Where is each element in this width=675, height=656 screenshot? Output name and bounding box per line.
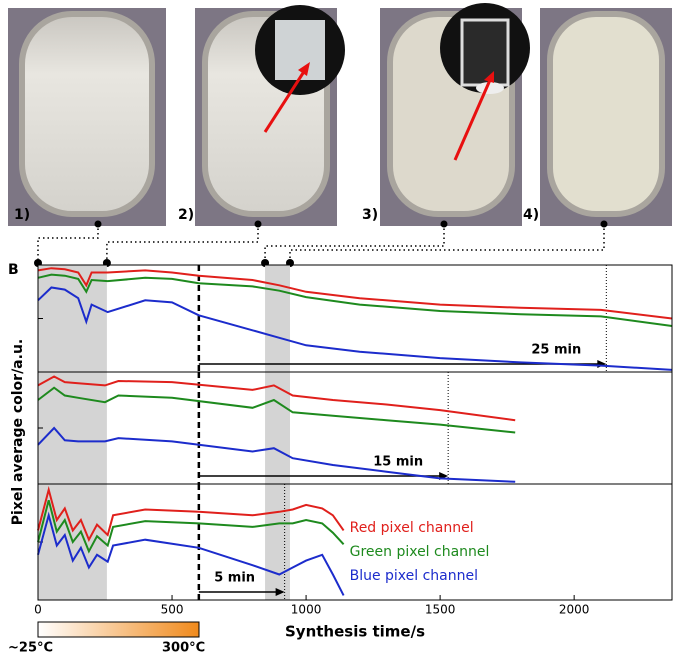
series-line	[37, 267, 673, 320]
x-tick-label: 0	[34, 603, 42, 617]
legend-label: Blue pixel channel	[350, 568, 478, 584]
connector	[106, 224, 259, 263]
vial	[19, 11, 155, 217]
series-line	[37, 499, 345, 554]
connector	[37, 224, 99, 263]
arrow	[453, 79, 492, 161]
x-tick-label: 500	[161, 603, 184, 617]
legend-label: Green pixel channel	[350, 544, 490, 560]
series-line	[37, 485, 345, 543]
x-axis-label: Synthesis time/s	[285, 623, 425, 641]
panel-label: B	[8, 262, 19, 278]
x-tick-label: 2000	[559, 603, 590, 617]
arrow	[263, 69, 307, 133]
connector	[289, 224, 605, 263]
photo-label: 3)	[362, 207, 378, 223]
shaded-region	[38, 372, 107, 484]
series-line	[37, 375, 516, 422]
legend-label: Red pixel channel	[350, 520, 474, 536]
series-line	[37, 286, 673, 371]
shaded-region	[265, 372, 290, 484]
annotation: 15 min	[373, 455, 423, 470]
colorbar-label: ~25°C	[8, 641, 53, 656]
photo-label: 2)	[178, 207, 194, 223]
photo-dot	[440, 220, 448, 228]
inset-vial	[460, 18, 510, 87]
photo-dot	[600, 220, 608, 228]
arrow-head	[275, 588, 285, 596]
arrow-head	[298, 62, 310, 76]
shaded-region	[38, 265, 107, 372]
shaded-region	[265, 265, 290, 372]
photo-dot	[94, 220, 102, 228]
series-line	[37, 273, 673, 327]
shaded-region	[265, 484, 290, 600]
colorbar-label: 300°C	[162, 641, 205, 656]
series-line	[37, 511, 345, 596]
stir-bar	[476, 82, 504, 94]
photo-dot	[254, 220, 262, 228]
annotation: 25 min	[531, 343, 581, 358]
x-tick-label: 1000	[291, 603, 322, 617]
vial	[547, 11, 665, 217]
colorbar	[37, 621, 200, 638]
series-line	[37, 386, 516, 434]
annotation: 5 min	[214, 571, 255, 586]
photos	[8, 3, 672, 226]
connector	[264, 224, 445, 263]
x-tick-label: 1500	[425, 603, 456, 617]
photo-label: 1)	[14, 207, 30, 223]
photo-label: 4)	[523, 207, 539, 223]
series-line	[37, 426, 516, 483]
axes-frame	[37, 483, 673, 601]
arrow-head	[484, 71, 494, 83]
y-axis-label: Pixel average color/a.u.	[10, 339, 26, 525]
